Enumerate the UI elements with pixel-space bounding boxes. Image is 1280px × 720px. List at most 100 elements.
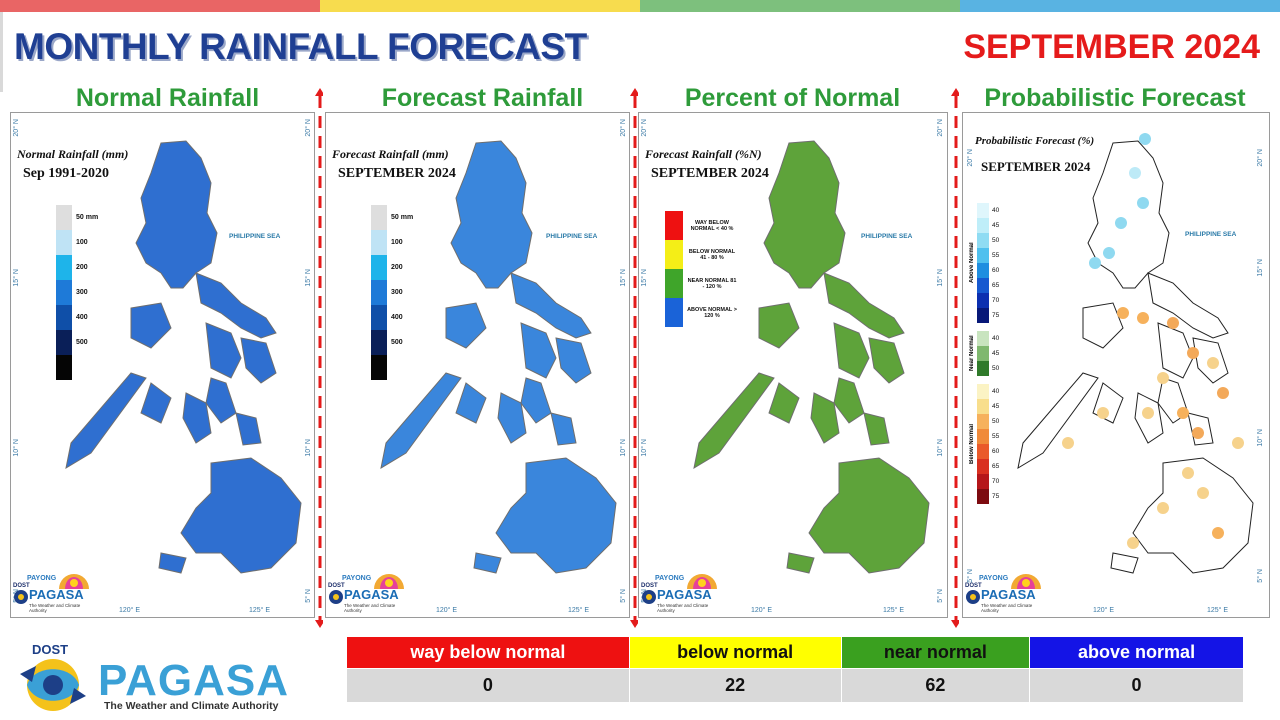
legend-label: 200 [391,264,403,271]
island-shape [510,272,592,339]
pagasa-emblem-icon [966,590,980,604]
pagasa-tagline: The Weather and Climate Authority [29,603,81,613]
lat-label: 20° N [305,119,312,137]
legend-tick-label: 45 [992,403,1000,410]
panel-heading-forecast: Forecast Rainfall [381,84,584,112]
station-marker [1089,257,1101,269]
legend-swatch [977,203,989,218]
pagasa-tagline: The Weather and Climate Authority [657,603,709,613]
lat-label: 5° N [305,589,312,603]
lat-label: 5° N [937,589,944,603]
map-title: Probabilistic Forecast (%) [975,135,1095,147]
station-marker [1103,247,1115,259]
station-marker [1167,317,1179,329]
divider-3 [951,88,959,628]
lat-label: 20° N [967,149,974,167]
lat-label: 20° N [620,119,627,137]
umbrella-icon [687,574,717,589]
legend-tick-label: 65 [992,282,1000,289]
legend-item [371,355,413,380]
station-marker [1115,217,1127,229]
lat-label: 20° N [1257,149,1264,167]
lat-label: 15° N [305,269,312,287]
map-panel-normal: Normal Rainfall (mm) Sep 1991-2020 50 mm… [10,112,315,618]
map-subtitle: SEPTEMBER 2024 [338,166,456,181]
legend-swatch [977,384,989,399]
umbrella-icon [374,574,404,589]
map-panel-forecast: Forecast Rainfall (mm) SEPTEMBER 2024 50… [325,112,630,618]
island-shape [1132,457,1254,574]
legend-item: BELOW NORMAL 41 - 80 % [665,240,738,269]
pagasa-mini-logo: DOST PAYONG PAGASA The Weather and Clima… [11,573,95,615]
philippines-map [65,140,302,574]
lat-label: 15° N [641,269,648,287]
sea-label: PHILIPPINE SEA [861,233,913,240]
legend-swatch [56,355,72,380]
legend-color-bar [977,331,989,376]
island-shape [808,457,930,574]
rainfall-legend: 50 mm 100 200 300 400 500 [56,205,98,380]
station-marker [1177,407,1189,419]
station-marker [1097,407,1109,419]
pagasa-mini-logo: DOST PAYONG PAGASA The Weather and Clima… [963,573,1047,615]
island-shape [1147,272,1229,339]
pagasa-text: PAGASA [657,587,712,602]
station-marker [1187,347,1199,359]
sea-label: PHILIPPINE SEA [546,233,598,240]
lat-label: 5° N [1257,569,1264,583]
legend-group: Above Normal 40 45 50 55 60 65 70 75 [969,203,999,323]
payong-text: PAYONG [655,575,685,582]
legend-swatch [56,255,72,280]
legend-label: ABOVE NORMAL > 120 % [687,306,737,319]
legend-color-bar [977,384,989,504]
lat-label: 10° N [937,439,944,457]
legend-swatch [665,269,683,298]
legend-swatch [977,489,989,504]
island-shape [235,412,262,446]
legend-group: Near Normal 40 45 50 [969,331,999,376]
island-shape [1092,382,1124,424]
island-shape [863,412,890,446]
legend-label: 50 mm [76,214,99,221]
legend-swatch [56,305,72,330]
legend-label: NEAR NORMAL 81 - 120 % [687,277,737,290]
map-title: Normal Rainfall (mm) [17,147,129,161]
lat-label: 5° N [620,589,627,603]
legend-tick-label: 55 [992,252,1000,259]
legend-swatch [977,414,989,429]
legend-label: 100 [391,239,403,246]
payong-text: PAYONG [979,575,1009,582]
island-shape [786,552,815,574]
payong-text: PAYONG [342,575,372,582]
map-subtitle: SEPTEMBER 2024 [651,166,769,181]
top-color-bar [0,0,1280,12]
legend-swatch [371,280,387,305]
legend-item: 100 [56,230,98,255]
legend-item: 50 mm [56,205,98,230]
legend-label: 50 mm [391,214,414,221]
pagasa-emblem-icon [329,590,343,604]
legend-item [56,355,98,380]
station-marker [1137,197,1149,209]
island-group [380,140,617,574]
legend-tick-label: 40 [992,335,1000,342]
legend-swatch [977,278,989,293]
legend-group: Below Normal 40 45 50 55 60 65 70 75 [969,384,999,504]
lon-label: 120° E [119,607,141,614]
lat-label: 10° N [305,439,312,457]
island-group [1017,140,1254,574]
legend-ticks: 40 45 50 [992,331,999,376]
divider-1 [315,88,323,628]
pagasa-tagline: The Weather and Climate Authority [981,603,1033,613]
island-shape [455,382,487,424]
bar-green [640,0,960,12]
legend-item: 200 [371,255,413,280]
station-marker [1142,407,1154,419]
payong-text: PAYONG [27,575,57,582]
lat-label: 10° N [620,439,627,457]
dost-text: DOST [32,642,69,657]
island-shape [823,272,905,339]
legend-swatch [977,263,989,278]
legend-swatch [56,330,72,355]
legend-swatch [371,305,387,330]
